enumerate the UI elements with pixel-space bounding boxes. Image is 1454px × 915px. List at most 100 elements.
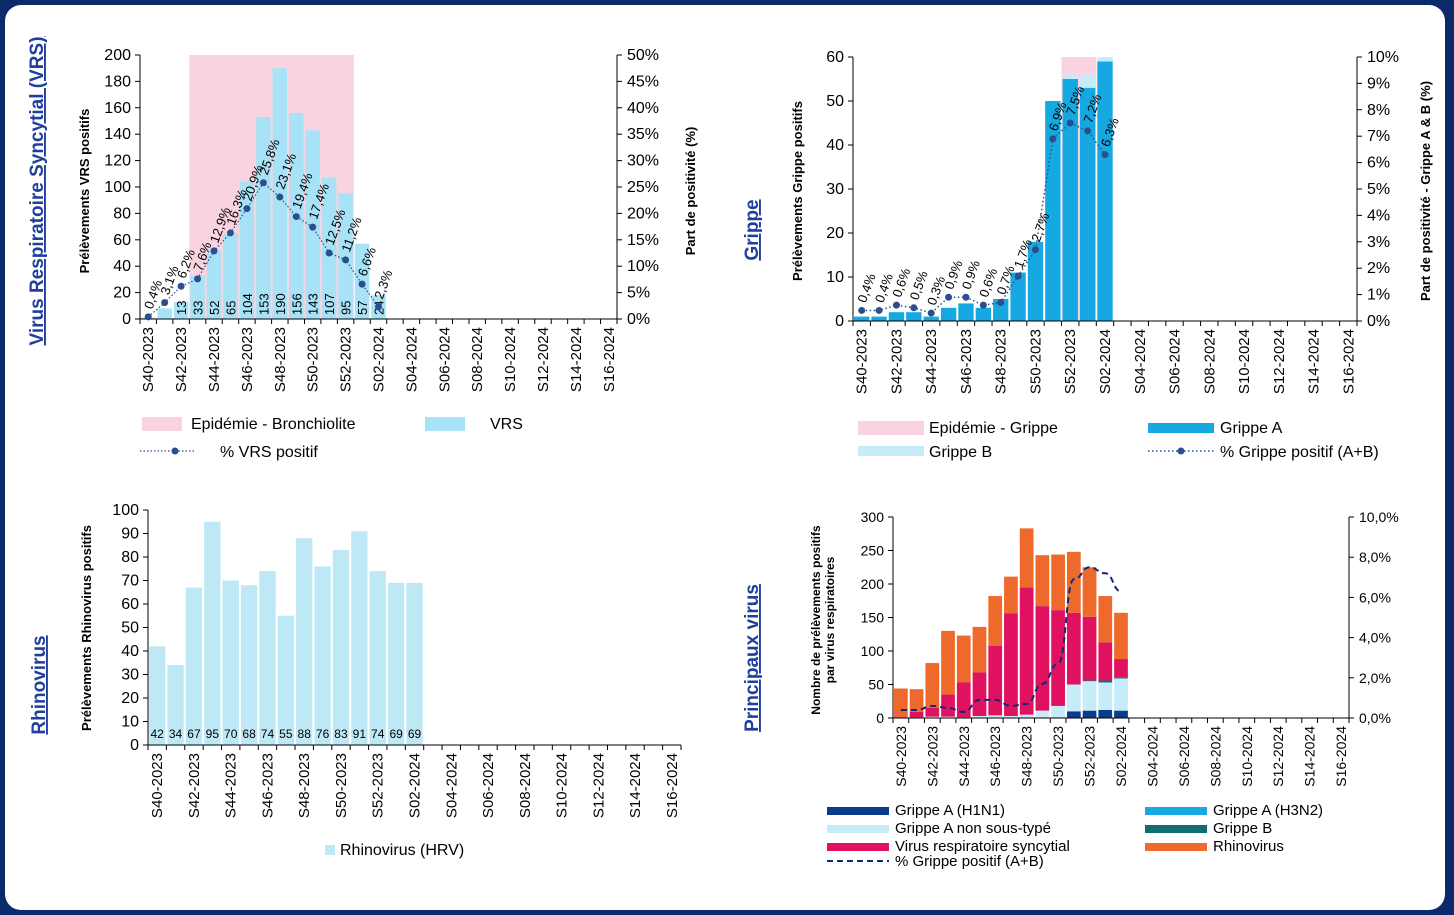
vrs-percent-point bbox=[161, 299, 169, 307]
x-tick-label: S04-2024 bbox=[1144, 726, 1160, 787]
legend-vrs-swatch bbox=[827, 843, 889, 851]
grippe-a-bar bbox=[871, 316, 887, 321]
legend-rhinovirus-label: Rhinovirus bbox=[1213, 838, 1284, 855]
rhinovirus-bar bbox=[167, 665, 184, 745]
y-tick-label: 20 bbox=[826, 225, 844, 242]
grippe-a-nst-bar bbox=[925, 716, 940, 718]
rhinovirus-bar bbox=[1051, 554, 1065, 611]
rhinovirus-bar bbox=[1098, 596, 1113, 643]
vrs-bar bbox=[190, 275, 205, 319]
y2-tick-label: 20% bbox=[627, 205, 659, 222]
y-axis-title: Prélèvements VRS positifs bbox=[77, 109, 92, 274]
grippe-percent-point bbox=[979, 301, 987, 309]
y2-tick-label: 35% bbox=[627, 126, 659, 143]
x-tick-label: S50-2023 bbox=[1050, 726, 1066, 787]
y2-tick-label: 10% bbox=[627, 258, 659, 275]
section-title-rhino: Rhinovirus bbox=[29, 635, 50, 734]
x-tick-label: S16-2024 bbox=[601, 327, 618, 392]
rhinovirus-bar bbox=[369, 571, 386, 745]
vrs-bar bbox=[956, 682, 971, 718]
grippe-percent-line bbox=[861, 122, 1106, 314]
h1n1-bar bbox=[1114, 710, 1128, 718]
x-tick-label: S40-2023 bbox=[140, 327, 157, 392]
x-tick-label: S52-2023 bbox=[1082, 726, 1098, 787]
x-tick-label: S52-2023 bbox=[370, 753, 387, 818]
x-tick-label: S48-2023 bbox=[1019, 726, 1035, 787]
grippe-a-bar bbox=[958, 303, 974, 321]
y2-tick-label: 0,0% bbox=[1359, 710, 1391, 726]
x-tick-label: S52-2023 bbox=[338, 327, 355, 392]
vrs-bar bbox=[256, 117, 271, 319]
legend-vrs-label: VRS bbox=[490, 416, 523, 433]
y-tick-label: 80 bbox=[113, 205, 131, 222]
y-tick-label: 40 bbox=[113, 258, 131, 275]
vrs-bar bbox=[972, 672, 987, 716]
grippe-a-bar bbox=[1010, 272, 1026, 321]
x-tick-label: S50-2023 bbox=[333, 753, 350, 818]
rhinovirus-bar bbox=[956, 635, 971, 683]
grippe-a-nst-bar bbox=[1066, 684, 1081, 712]
rhinovirus-bar bbox=[351, 531, 368, 745]
x-tick-label: S02-2024 bbox=[1113, 726, 1129, 787]
vrs-bar bbox=[239, 181, 255, 319]
rhinovirus-bar bbox=[259, 571, 276, 745]
rhinovirus-bar bbox=[941, 630, 955, 695]
y-tick-label: 30 bbox=[826, 181, 844, 198]
grippe-b-bar bbox=[1079, 74, 1096, 88]
vrs-percent-point bbox=[358, 280, 366, 288]
x-tick-label: S48-2023 bbox=[272, 327, 289, 392]
grippe-percent-point bbox=[892, 301, 900, 309]
grippe-a-bar bbox=[888, 312, 905, 321]
y2-tick-label: 45% bbox=[627, 73, 659, 90]
bar-label: 42 bbox=[151, 727, 165, 741]
legend-grippe-b-swatch bbox=[858, 446, 924, 456]
rhinovirus-bar bbox=[972, 626, 987, 673]
legend-rhinovirus-label: Rhinovirus (HRV) bbox=[340, 842, 464, 859]
bar-label: 34 bbox=[169, 727, 183, 741]
x-tick-label: S48-2023 bbox=[993, 329, 1010, 394]
vrs-percent-point bbox=[177, 282, 185, 290]
x-tick-label: S44-2023 bbox=[956, 726, 972, 787]
grippe-percent-point bbox=[927, 309, 935, 317]
x-tick-label: S46-2023 bbox=[259, 753, 276, 818]
x-tick-label: S02-2024 bbox=[407, 753, 424, 818]
grippe-a-nst-bar bbox=[972, 715, 987, 718]
vrs-percent-point bbox=[226, 229, 234, 237]
section-title-grippe: Grippe bbox=[742, 199, 763, 260]
x-tick-label: S12-2024 bbox=[1271, 329, 1288, 394]
h1n1-bar bbox=[1082, 710, 1097, 718]
y2-tick-label: 10,0% bbox=[1359, 509, 1399, 525]
grippe-a-bar bbox=[1027, 241, 1044, 321]
legend-epidemic-label: Epidémie - Grippe bbox=[929, 420, 1058, 437]
y-axis-title: Nombre de prélèvements positifs bbox=[809, 525, 823, 715]
y2-tick-label: 9% bbox=[1367, 75, 1390, 92]
x-tick-label: S46-2023 bbox=[958, 329, 975, 394]
x-tick-label: S42-2023 bbox=[924, 726, 940, 787]
x-tick-label: S16-2024 bbox=[664, 753, 681, 818]
x-tick-label: S02-2024 bbox=[1097, 329, 1114, 394]
x-tick-label: S40-2023 bbox=[854, 329, 871, 394]
grippe-a-bar bbox=[1079, 87, 1096, 321]
rhinovirus-bar bbox=[240, 585, 258, 745]
grippe-percent-point bbox=[1066, 119, 1074, 127]
x-tick-label: S40-2023 bbox=[149, 753, 166, 818]
x-tick-label: S14-2024 bbox=[627, 753, 644, 818]
y-tick-label: 0 bbox=[835, 313, 844, 330]
rhinovirus-bar bbox=[1082, 567, 1097, 617]
legend-rhinovirus-swatch bbox=[325, 845, 335, 855]
h1n1-bar bbox=[1098, 709, 1113, 718]
vrs-bar bbox=[894, 716, 908, 718]
y-tick-label: 30 bbox=[121, 667, 139, 684]
y2-tick-label: 25% bbox=[627, 179, 659, 196]
bar-label: 153 bbox=[256, 293, 271, 315]
bar-label: 156 bbox=[289, 293, 304, 315]
vrs-bar bbox=[173, 301, 189, 319]
x-tick-label: S14-2024 bbox=[1302, 726, 1318, 787]
vrs-bar bbox=[1098, 642, 1113, 681]
y-axis-title: par virus respiratoires bbox=[823, 556, 837, 683]
percent-label: 2,3% bbox=[371, 267, 395, 300]
vrs-bar bbox=[1082, 616, 1097, 681]
legend-epidemic-swatch bbox=[858, 421, 924, 435]
grippe-percent-point bbox=[858, 306, 866, 314]
legend-percent-label: % VRS positif bbox=[220, 444, 318, 461]
